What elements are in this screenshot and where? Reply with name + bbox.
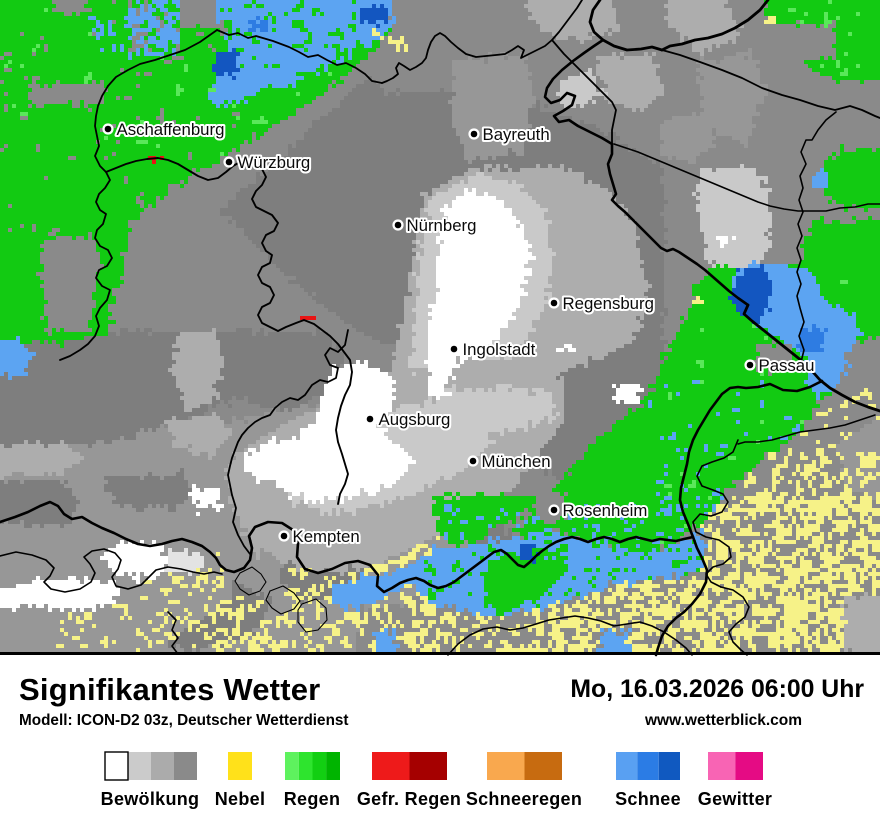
svg-text:Ingolstadt: Ingolstadt xyxy=(463,340,536,359)
svg-text:Kempten: Kempten xyxy=(293,527,360,546)
svg-text:Nürnberg: Nürnberg xyxy=(407,216,477,235)
svg-text:Regensburg: Regensburg xyxy=(563,294,654,313)
svg-text:Regen: Regen xyxy=(284,789,341,809)
svg-text:Würzburg: Würzburg xyxy=(238,153,311,172)
svg-text:München: München xyxy=(482,452,551,471)
svg-text:Schneeregen: Schneeregen xyxy=(466,789,582,809)
svg-text:Nebel: Nebel xyxy=(215,789,266,809)
svg-text:Aschaffenburg: Aschaffenburg xyxy=(117,120,225,139)
svg-text:Bayreuth: Bayreuth xyxy=(483,125,550,144)
svg-text:Augsburg: Augsburg xyxy=(379,410,451,429)
svg-text:Rosenheim: Rosenheim xyxy=(563,501,648,520)
svg-text:Gewitter: Gewitter xyxy=(698,789,772,809)
svg-text:Schnee: Schnee xyxy=(615,789,681,809)
svg-text:Gefr. Regen: Gefr. Regen xyxy=(357,789,461,809)
svg-text:Passau: Passau xyxy=(759,356,815,375)
svg-text:Bewölkung: Bewölkung xyxy=(101,789,200,809)
